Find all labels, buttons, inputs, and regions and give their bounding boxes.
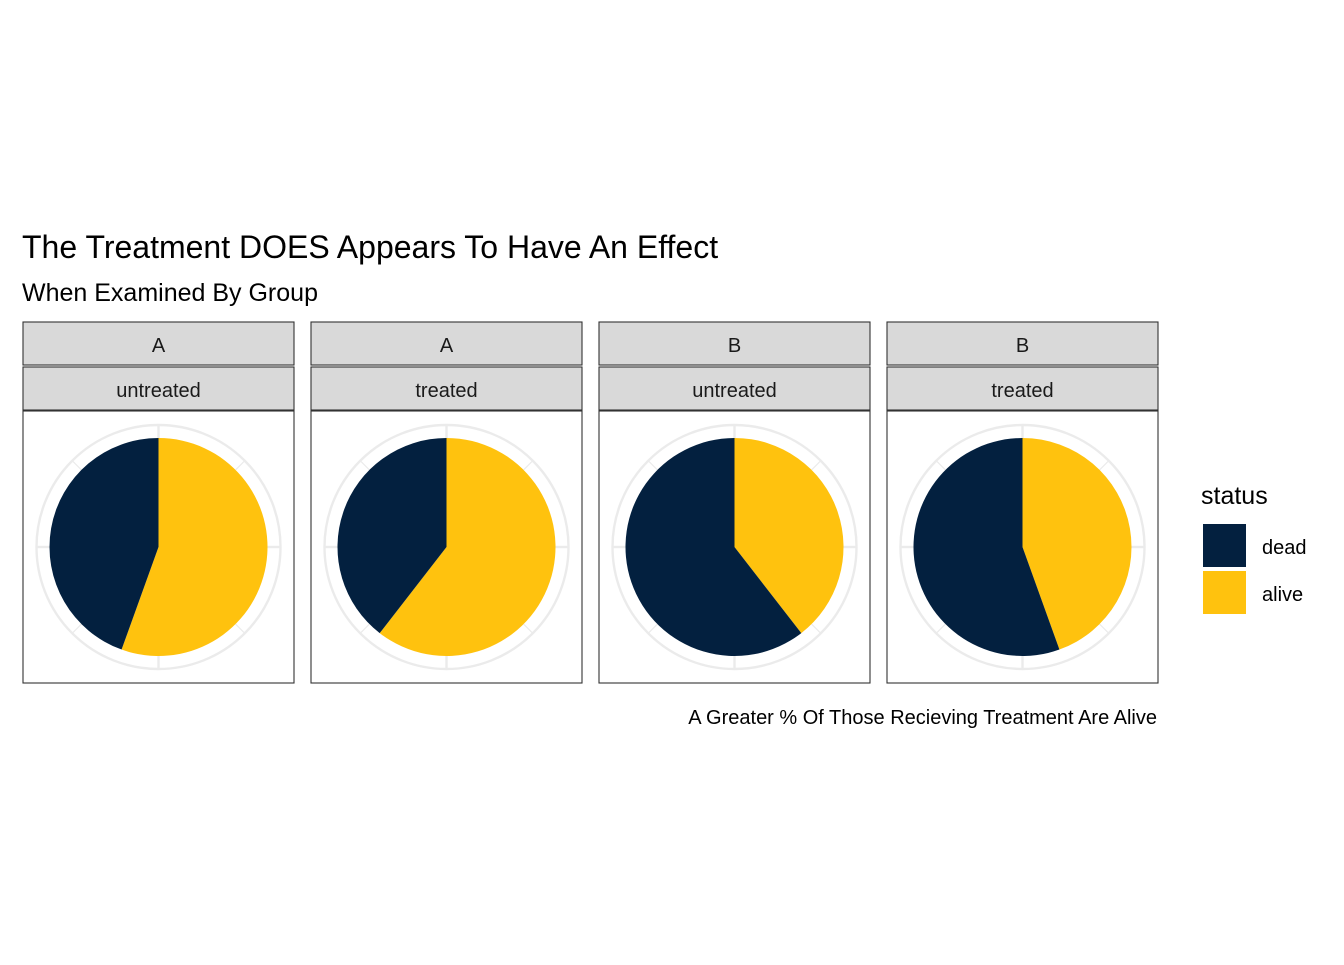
strip-treatment [310, 366, 583, 411]
polar-grid-minor-spoke [1099, 460, 1110, 471]
polar-grid-minor-spoke [235, 623, 246, 634]
strip-treatment-label: untreated [692, 380, 777, 402]
strip-group-label: A [440, 335, 454, 357]
polar-grid-minor-spoke [359, 623, 370, 634]
pie-slice-dead [337, 438, 447, 634]
legend-key-dead [1203, 524, 1246, 567]
legend-key-alive [1203, 571, 1246, 614]
strip-group-label: B [1016, 335, 1029, 357]
pie-slice-alive [121, 438, 268, 656]
polar-grid-minor-spoke [647, 460, 658, 471]
pie-slice-alive [1022, 438, 1132, 650]
pie-slice-alive [379, 438, 556, 656]
polar-grid-minor-spoke [359, 460, 370, 471]
legend-items: dead alive [1203, 524, 1307, 614]
strip-group [598, 321, 871, 366]
polar-grid-minor-spoke [935, 623, 946, 634]
strip-treatment-label: untreated [116, 380, 201, 402]
chart-caption: A Greater % Of Those Recieving Treatment… [688, 707, 1157, 729]
strip-treatment-label: treated [991, 380, 1053, 402]
strip-treatment [22, 366, 295, 411]
polar-grid-minor-spoke [935, 460, 946, 471]
strip-group [886, 321, 1159, 366]
strip-treatment [886, 366, 1159, 411]
chart-subtitle: When Examined By Group [22, 279, 318, 307]
polar-grid-minor-spoke [71, 623, 82, 634]
polar-grid-minor-spoke [71, 460, 82, 471]
polar-grid-minor-spoke [523, 623, 534, 634]
polar-grid-minor-spoke [523, 460, 534, 471]
polar-grid-minor-spoke [811, 623, 822, 634]
polar-grid-minor-spoke [647, 623, 658, 634]
pie-slice-dead [913, 438, 1060, 656]
polar-grid-minor-spoke [1099, 623, 1110, 634]
strip-group [310, 321, 583, 366]
legend: status dead alive [1201, 482, 1307, 614]
legend-title: status [1201, 482, 1268, 510]
legend-label-dead: dead [1262, 537, 1307, 559]
pie-slice-alive [734, 438, 844, 634]
legend-label-alive: alive [1262, 584, 1303, 606]
strip-group-label: B [728, 335, 741, 357]
strip-group [22, 321, 295, 366]
strip-group-label: A [152, 335, 166, 357]
strip-treatment-label: treated [415, 380, 477, 402]
pie-slice-dead [625, 438, 802, 656]
chart-title: The Treatment DOES Appears To Have An Ef… [22, 229, 718, 265]
polar-grid-minor-spoke [235, 460, 246, 471]
polar-grid-minor-spoke [811, 460, 822, 471]
pie-slice-dead [49, 438, 159, 650]
strip-treatment [598, 366, 871, 411]
